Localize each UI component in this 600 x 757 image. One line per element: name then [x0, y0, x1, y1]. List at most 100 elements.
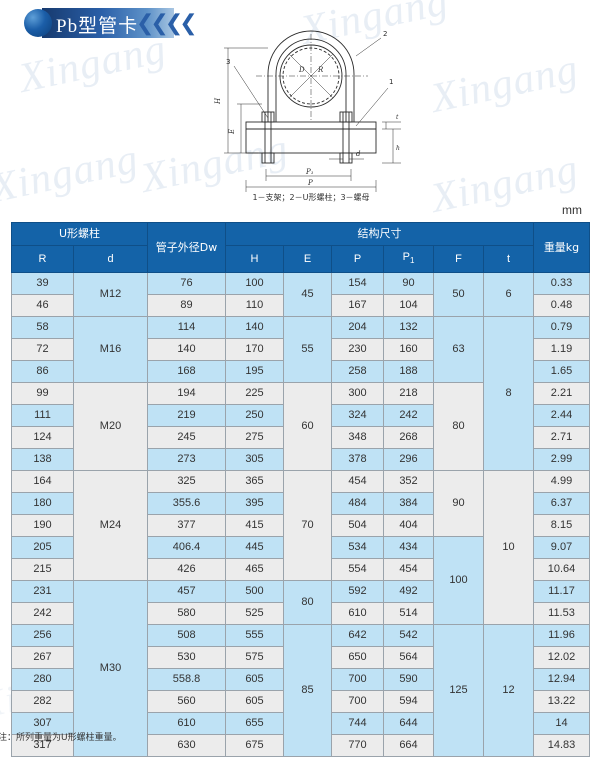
table-row: 282 560 605 700 594 13.22	[11, 690, 590, 714]
cell-P: 154	[331, 272, 384, 296]
cell-Dw: 530	[147, 646, 226, 670]
cell-weight: 14.83	[533, 734, 590, 757]
header-pipe-od: 管子外径Dw	[147, 221, 226, 274]
cell-weight: 13.22	[533, 690, 590, 714]
cell-Dw: 89	[147, 294, 226, 318]
cell-Dw: 630	[147, 734, 226, 757]
cell-H: 525	[225, 602, 284, 626]
cell-Dw: 377	[147, 514, 226, 538]
cell-P: 534	[331, 536, 384, 560]
cell-R: 86	[11, 360, 74, 384]
cell-Dw: 355.6	[147, 492, 226, 516]
cell-t: 6	[483, 272, 534, 318]
table-header-group-row: U形螺柱 管子外径Dw 结构尺寸 重量kg	[11, 221, 590, 274]
cell-H: 575	[225, 646, 284, 670]
cell-P1: 594	[383, 690, 434, 714]
cell-P1: 644	[383, 712, 434, 736]
cell-weight: 0.79	[533, 316, 590, 340]
table-row: 307 610 655 744 644 14	[11, 712, 590, 736]
cell-H: 415	[225, 514, 284, 538]
cell-P1: 90	[383, 272, 434, 296]
header-group-ubolt: U形螺柱	[11, 222, 148, 246]
cell-weight: 2.99	[533, 448, 590, 472]
table-row: 39 M12 76 100 45 154 90 50 6 0.33	[11, 272, 590, 318]
header-col-d: d	[73, 244, 148, 274]
cell-R: 124	[11, 426, 74, 450]
cell-Dw: 76	[147, 272, 226, 296]
cell-F: 125	[433, 624, 484, 757]
page-title: Pb型管卡	[56, 16, 139, 37]
cell-d: M16	[73, 316, 148, 384]
dim-label-H: H	[214, 97, 222, 105]
banner-background	[42, 8, 174, 38]
cell-d: M12	[73, 272, 148, 318]
cell-H: 225	[225, 382, 284, 406]
cell-P1: 664	[383, 734, 434, 757]
cell-P1: 296	[383, 448, 434, 472]
dim-label-d: d	[356, 150, 361, 158]
cell-t: 12	[483, 624, 534, 757]
cell-d: M24	[73, 470, 148, 582]
cell-H: 500	[225, 580, 284, 604]
table-row: 58 M16 114 140 55 204 132 63 8 0.79	[11, 316, 590, 472]
cell-t: 8	[483, 316, 534, 472]
table-row: 46 89 110 167 104 0.48	[11, 294, 590, 318]
spec-table-container: U形螺柱 管子外径Dw 结构尺寸 重量kg R d H E P P1 F t 3…	[11, 221, 590, 757]
header-group-structure: 结构尺寸	[225, 222, 534, 246]
cell-Dw: 245	[147, 426, 226, 450]
table-row: 256 508 555 85 642 542 125 12 11.96	[11, 624, 590, 757]
cell-weight: 6.37	[533, 492, 590, 516]
cell-H: 655	[225, 712, 284, 736]
cell-weight: 11.17	[533, 580, 590, 604]
cell-H: 305	[225, 448, 284, 472]
cell-P1: 514	[383, 602, 434, 626]
cell-P: 592	[331, 580, 384, 604]
dim-label-E: E	[228, 129, 236, 135]
cell-P: 348	[331, 426, 384, 450]
table-header-sub-row: R d H E P P1 F t	[11, 244, 590, 274]
banner-dot-icon	[24, 9, 52, 37]
table-row: 280 558.8 605 700 590 12.94	[11, 668, 590, 692]
header-col-H: H	[225, 244, 284, 274]
cell-P1: 454	[383, 558, 434, 582]
cell-weight: 0.33	[533, 272, 590, 296]
header-col-P1: P1	[383, 244, 434, 274]
header-col-F: F	[433, 244, 484, 274]
cell-d: M20	[73, 382, 148, 472]
cell-Dw: 325	[147, 470, 226, 494]
header-col-R: R	[11, 244, 74, 274]
table-row: 99 M20 194 225 60 300 218 80 2.21	[11, 382, 590, 472]
cell-R: 99	[11, 382, 74, 406]
cell-P: 610	[331, 602, 384, 626]
table-row: 138 273 305 378 296 2.99	[11, 448, 590, 472]
watermark-text: Xingang	[0, 135, 143, 213]
cell-P: 167	[331, 294, 384, 318]
table-row: 267 530 575 650 564 12.02	[11, 646, 590, 670]
cell-P: 230	[331, 338, 384, 362]
cell-weight: 8.15	[533, 514, 590, 538]
cell-E: 80	[283, 580, 332, 626]
cell-weight: 0.48	[533, 294, 590, 318]
cell-R: 280	[11, 668, 74, 692]
cell-P: 642	[331, 624, 384, 648]
cell-weight: 12.02	[533, 646, 590, 670]
cell-Dw: 168	[147, 360, 226, 384]
u-bolt-clamp-diagram: H E P₁ P d D R t h 2 3 1	[214, 30, 401, 192]
cell-F: 90	[433, 470, 484, 538]
cell-Dw: 273	[147, 448, 226, 472]
cell-P1: 242	[383, 404, 434, 428]
cell-R: 282	[11, 690, 74, 714]
dim-label-t: t	[396, 114, 399, 121]
cell-R: 180	[11, 492, 74, 516]
cell-E: 60	[283, 382, 332, 472]
table-row: 164 M24 325 365 70 454 352 90 10 4.99	[11, 470, 590, 626]
table-row: 205 406.4 445 534 434 100 9.07	[11, 536, 590, 626]
cell-Dw: 560	[147, 690, 226, 714]
dim-label-h: h	[396, 145, 400, 152]
header-weight: 重量kg	[533, 221, 590, 274]
cell-P: 770	[331, 734, 384, 757]
cell-P: 484	[331, 492, 384, 516]
table-row: 231 M30 457 500 80 592 492 11.17	[11, 580, 590, 757]
callout-2: 2	[383, 30, 387, 38]
cell-Dw: 457	[147, 580, 226, 604]
